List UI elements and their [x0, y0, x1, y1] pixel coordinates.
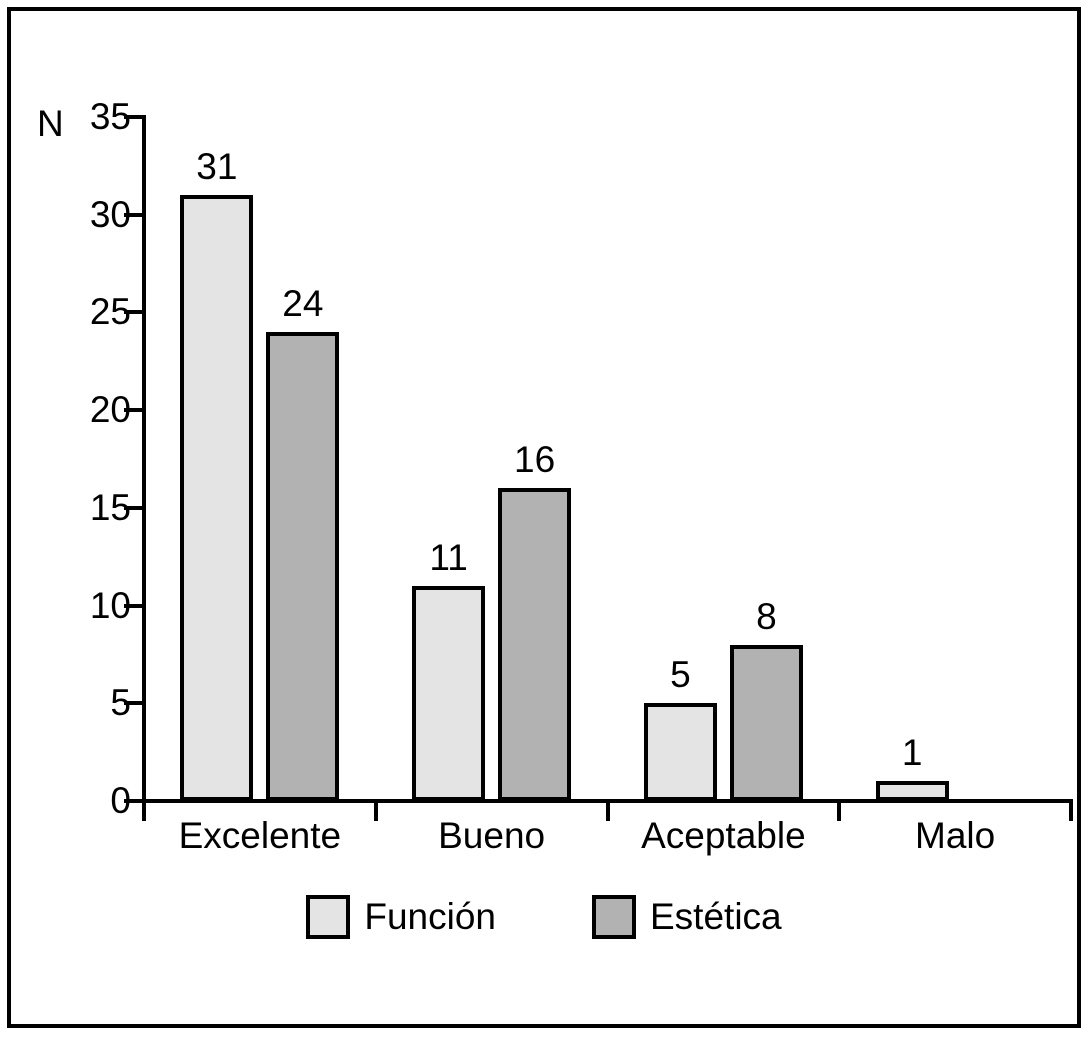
plot-area: 0 5 10 15 20 25 30 35 Excelente 31 24 Bueno 11 16 Acep…: [11, 11, 1077, 1024]
y-tick-label: 0: [110, 780, 131, 821]
category-label-excelente: Excelente: [178, 815, 342, 856]
y-tick-label: 5: [110, 682, 131, 724]
bar-estetica-bueno: [498, 488, 572, 801]
y-tick: [124, 799, 144, 803]
y-axis-line: [142, 115, 146, 821]
legend-item-funcion: Función: [306, 895, 496, 939]
value-label-funcion-aceptable: 5: [670, 654, 691, 696]
x-tick: [142, 801, 146, 821]
category-label-aceptable: Aceptable: [641, 815, 806, 856]
y-tick-label: 30: [89, 193, 131, 235]
y-tick: [124, 408, 144, 413]
y-tick: [124, 701, 144, 706]
y-tick: [124, 505, 144, 510]
x-tick: [373, 801, 378, 821]
legend-label-funcion: Función: [364, 896, 496, 937]
bar-funcion-excelente: [180, 195, 254, 801]
bar-funcion-aceptable: [643, 703, 717, 801]
x-tick: [605, 801, 610, 821]
y-axis-title: N: [37, 103, 64, 144]
y-tick: [124, 212, 144, 217]
y-tick-label: 15: [89, 486, 131, 528]
x-tick: [837, 801, 842, 821]
y-tick-label: 25: [89, 291, 131, 333]
value-label-funcion-malo: 1: [901, 732, 923, 774]
legend-swatch-estetica: [592, 895, 636, 939]
legend-label-estetica: Estética: [650, 896, 782, 937]
legend: Función Estética: [11, 895, 1077, 939]
value-label-estetica-excelente: 24: [282, 282, 324, 324]
y-tick-label: 35: [89, 96, 131, 137]
bar-estetica-excelente: [266, 331, 340, 801]
bar-funcion-malo: [875, 781, 949, 801]
legend-item-estetica: Estética: [592, 895, 782, 939]
y-tick: [124, 603, 144, 608]
value-label-estetica-aceptable: 8: [756, 595, 777, 637]
bar-estetica-aceptable: [729, 644, 803, 801]
category-label-malo: Malo: [915, 815, 996, 856]
y-tick-label: 20: [89, 389, 131, 431]
legend-swatch-funcion: [306, 895, 351, 939]
value-label-funcion-bueno: 11: [429, 537, 468, 579]
y-tick: [124, 310, 144, 315]
bar-funcion-bueno: [412, 586, 486, 801]
y-tick-label: 10: [89, 584, 131, 626]
figure-frame: 0 5 10 15 20 25 30 35 Excelente 31 24 Bueno 11 16 Acep…: [7, 7, 1081, 1028]
value-label-estetica-bueno: 16: [514, 439, 556, 481]
y-tick: [124, 115, 144, 119]
category-label-bueno: Bueno: [438, 815, 546, 856]
x-tick: [1069, 801, 1073, 821]
value-label-funcion-excelente: 31: [196, 146, 238, 188]
